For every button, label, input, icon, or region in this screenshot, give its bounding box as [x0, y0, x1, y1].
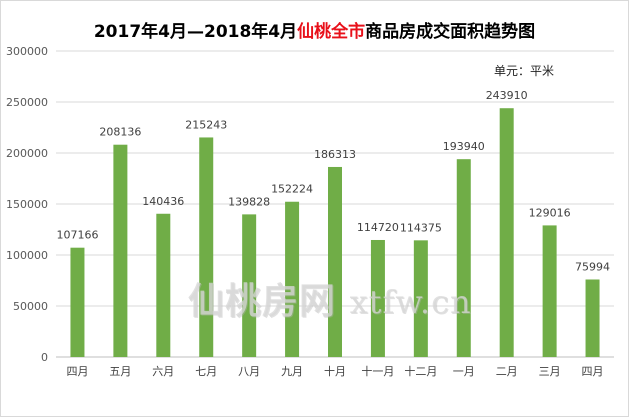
bar [456, 159, 471, 357]
bars [70, 108, 600, 358]
bar [413, 240, 428, 357]
watermark: 仙桃房网 xtfw.cn [188, 272, 472, 324]
bar [285, 201, 300, 357]
bar [585, 279, 600, 357]
x-tick-label: 六月 [152, 365, 174, 378]
bar [499, 108, 514, 358]
x-tick-label: 二月 [496, 365, 518, 378]
y-tick-label: 200000 [6, 147, 48, 160]
data-label: 114720 [357, 221, 399, 234]
y-tick-label: 250000 [6, 96, 48, 109]
data-label: 129016 [529, 206, 571, 219]
x-tick-label: 四月 [66, 365, 88, 378]
y-axis: 0 50000 100000 150000 200000 250000 300000 [6, 45, 48, 364]
watermark-domain: xtfw.cn [349, 283, 472, 321]
y-tick-label: 50000 [13, 300, 48, 313]
data-label: 186313 [314, 148, 356, 161]
data-label: 139828 [228, 195, 270, 208]
data-label: 208136 [99, 126, 141, 139]
watermark-cn: 仙桃房网 [188, 281, 337, 322]
x-tick-label: 五月 [109, 365, 131, 378]
y-tick-label: 150000 [6, 198, 48, 211]
x-tick-label: 十一月 [361, 364, 394, 378]
bar [70, 247, 85, 357]
title-prefix: 2017年4月—2018年4月 [93, 22, 298, 42]
chart-title: 2017年4月—2018年4月仙桃全市商品房成交面积趋势图 [0, 17, 629, 42]
y-tick-label: 100000 [6, 249, 48, 262]
bar [542, 225, 557, 357]
data-label: 193940 [443, 140, 485, 153]
x-tick-label: 九月 [281, 365, 303, 378]
bar [113, 144, 128, 357]
unit-label: 单元：平米 [494, 64, 555, 78]
title-suffix: 商品房成交面积趋势图 [365, 22, 536, 42]
x-axis: 四月 五月 六月 七月 八月 九月 十月 十一月 十二月 一月 二月 三月 四月 [66, 364, 603, 378]
bar [328, 166, 342, 357]
data-label: 114375 [400, 221, 442, 234]
y-tick-label: 0 [41, 351, 48, 364]
data-label: 140436 [142, 195, 184, 208]
data-label: 243910 [486, 89, 528, 102]
x-tick-label: 四月 [582, 365, 604, 378]
x-tick-label: 十月 [324, 364, 346, 378]
bar [156, 213, 171, 357]
x-tick-label: 八月 [238, 365, 260, 378]
bar [242, 214, 257, 357]
bar [199, 137, 214, 357]
data-label: 215243 [185, 118, 227, 131]
x-tick-label: 三月 [539, 365, 561, 378]
x-tick-label: 一月 [453, 365, 475, 378]
data-label: 75994 [575, 260, 610, 273]
data-label: 152224 [271, 183, 313, 196]
x-tick-label: 七月 [195, 365, 217, 378]
data-label: 107166 [56, 229, 98, 242]
title-highlight: 仙桃全市 [297, 22, 366, 42]
y-tick-label: 300000 [6, 45, 48, 58]
bar [370, 239, 385, 357]
x-tick-label: 十二月 [404, 364, 437, 378]
